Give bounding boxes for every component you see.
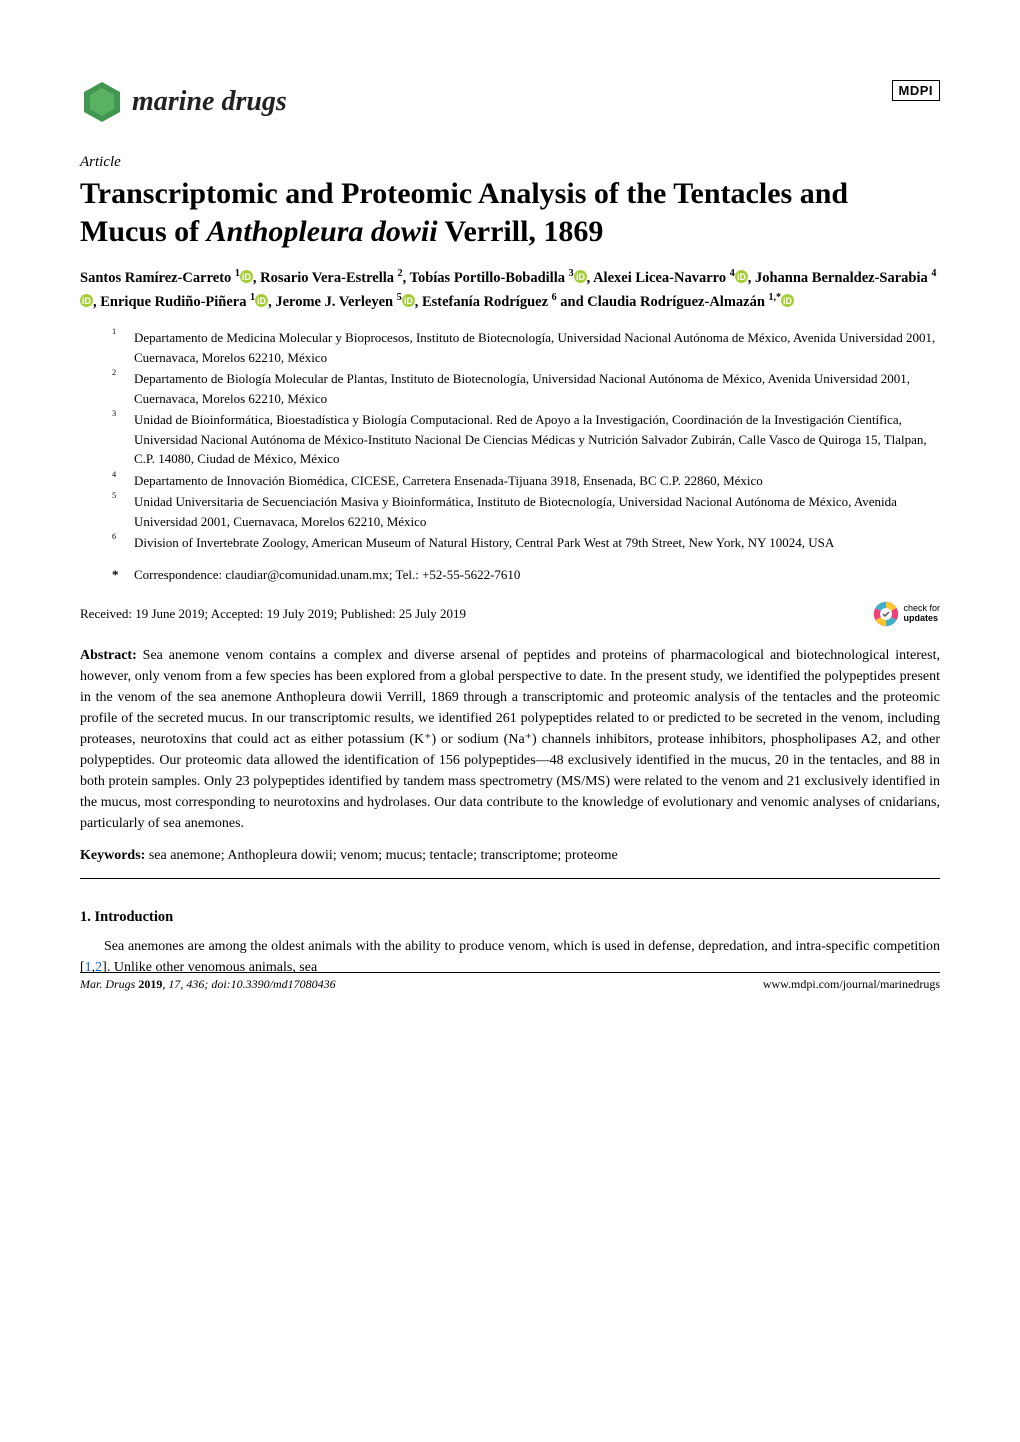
- affiliation-text: Unidad de Bioinformática, Bioestadística…: [134, 410, 940, 469]
- svg-text:iD: iD: [257, 296, 266, 306]
- affiliation-row: 1Departamento de Medicina Molecular y Bi…: [112, 328, 940, 367]
- affiliation-row: 6Division of Invertebrate Zoology, Ameri…: [112, 533, 940, 553]
- affiliation-text: Departamento de Medicina Molecular y Bio…: [134, 328, 940, 367]
- svg-text:iD: iD: [783, 296, 792, 306]
- authors-list: Santos Ramírez-Carreto 1iD, Rosario Vera…: [80, 266, 940, 314]
- affiliation-text: Departamento de Innovación Biomédica, CI…: [134, 471, 940, 491]
- affiliation-row: 5Unidad Universitaria de Secuenciación M…: [112, 492, 940, 531]
- footer-right: www.mdpi.com/journal/marinedrugs: [763, 977, 940, 992]
- svg-text:iD: iD: [82, 296, 91, 306]
- affiliation-row: 3Unidad de Bioinformática, Bioestadístic…: [112, 410, 940, 469]
- page-footer: Mar. Drugs 2019, 17, 436; doi:10.3390/md…: [80, 972, 940, 992]
- footer-citation: , 17, 436; doi:10.3390/md17080436: [162, 977, 335, 991]
- correspondence-star: *: [112, 567, 134, 583]
- dates-row: Received: 19 June 2019; Accepted: 19 Jul…: [80, 601, 940, 627]
- keywords: Keywords: sea anemone; Anthopleura dowii…: [80, 848, 940, 864]
- svg-text:iD: iD: [242, 272, 251, 282]
- affiliation-text: Unidad Universitaria de Secuenciación Ma…: [134, 492, 940, 531]
- footer-journal-abbr: Mar. Drugs: [80, 977, 138, 991]
- abstract: Abstract: Sea anemone venom contains a c…: [80, 645, 940, 834]
- abstract-label: Abstract:: [80, 648, 137, 663]
- svg-text:iD: iD: [404, 296, 413, 306]
- svg-text:iD: iD: [737, 272, 746, 282]
- title-post: Verrill, 1869: [438, 215, 604, 248]
- affiliation-number: 5: [112, 490, 134, 529]
- journal-logo: marine drugs: [80, 80, 287, 124]
- check-updates-line2: updates: [903, 614, 940, 624]
- affiliation-text: Departamento de Biología Molecular de Pl…: [134, 369, 940, 408]
- title-italic: Anthopleura dowii: [207, 215, 438, 248]
- affiliation-text: Division of Invertebrate Zoology, Americ…: [134, 533, 940, 553]
- section-heading-introduction: 1. Introduction: [80, 909, 940, 926]
- affiliation-number: 3: [112, 408, 134, 467]
- crossmark-icon: [873, 601, 899, 627]
- abstract-text: Sea anemone venom contains a complex and…: [80, 648, 940, 831]
- journal-name: marine drugs: [132, 86, 287, 118]
- keywords-text: sea anemone; Anthopleura dowii; venom; m…: [145, 848, 617, 863]
- publication-dates: Received: 19 June 2019; Accepted: 19 Jul…: [80, 606, 466, 622]
- svg-text:iD: iD: [576, 272, 585, 282]
- affiliation-number: 4: [112, 469, 134, 489]
- affiliation-number: 1: [112, 326, 134, 365]
- check-updates-badge[interactable]: check for updates: [873, 601, 940, 627]
- affiliation-row: 4Departamento de Innovación Biomédica, C…: [112, 471, 940, 491]
- footer-year: 2019: [138, 977, 162, 991]
- correspondence: * Correspondence: claudiar@comunidad.una…: [80, 567, 940, 583]
- article-title: Transcriptomic and Proteomic Analysis of…: [80, 175, 940, 250]
- section-divider: [80, 878, 940, 879]
- keywords-label: Keywords:: [80, 848, 145, 863]
- affiliation-row: 2Departamento de Biología Molecular de P…: [112, 369, 940, 408]
- footer-left: Mar. Drugs 2019, 17, 436; doi:10.3390/md…: [80, 977, 336, 992]
- affiliations-list: 1Departamento de Medicina Molecular y Bi…: [80, 328, 940, 553]
- affiliation-number: 2: [112, 367, 134, 406]
- journal-logo-icon: [80, 80, 124, 124]
- affiliation-number: 6: [112, 531, 134, 551]
- article-type: Article: [80, 154, 940, 171]
- check-updates-text: check for updates: [903, 604, 940, 624]
- correspondence-text: Correspondence: claudiar@comunidad.unam.…: [134, 567, 520, 583]
- publisher-logo: MDPI: [892, 80, 941, 101]
- header-row: marine drugs MDPI: [80, 80, 940, 124]
